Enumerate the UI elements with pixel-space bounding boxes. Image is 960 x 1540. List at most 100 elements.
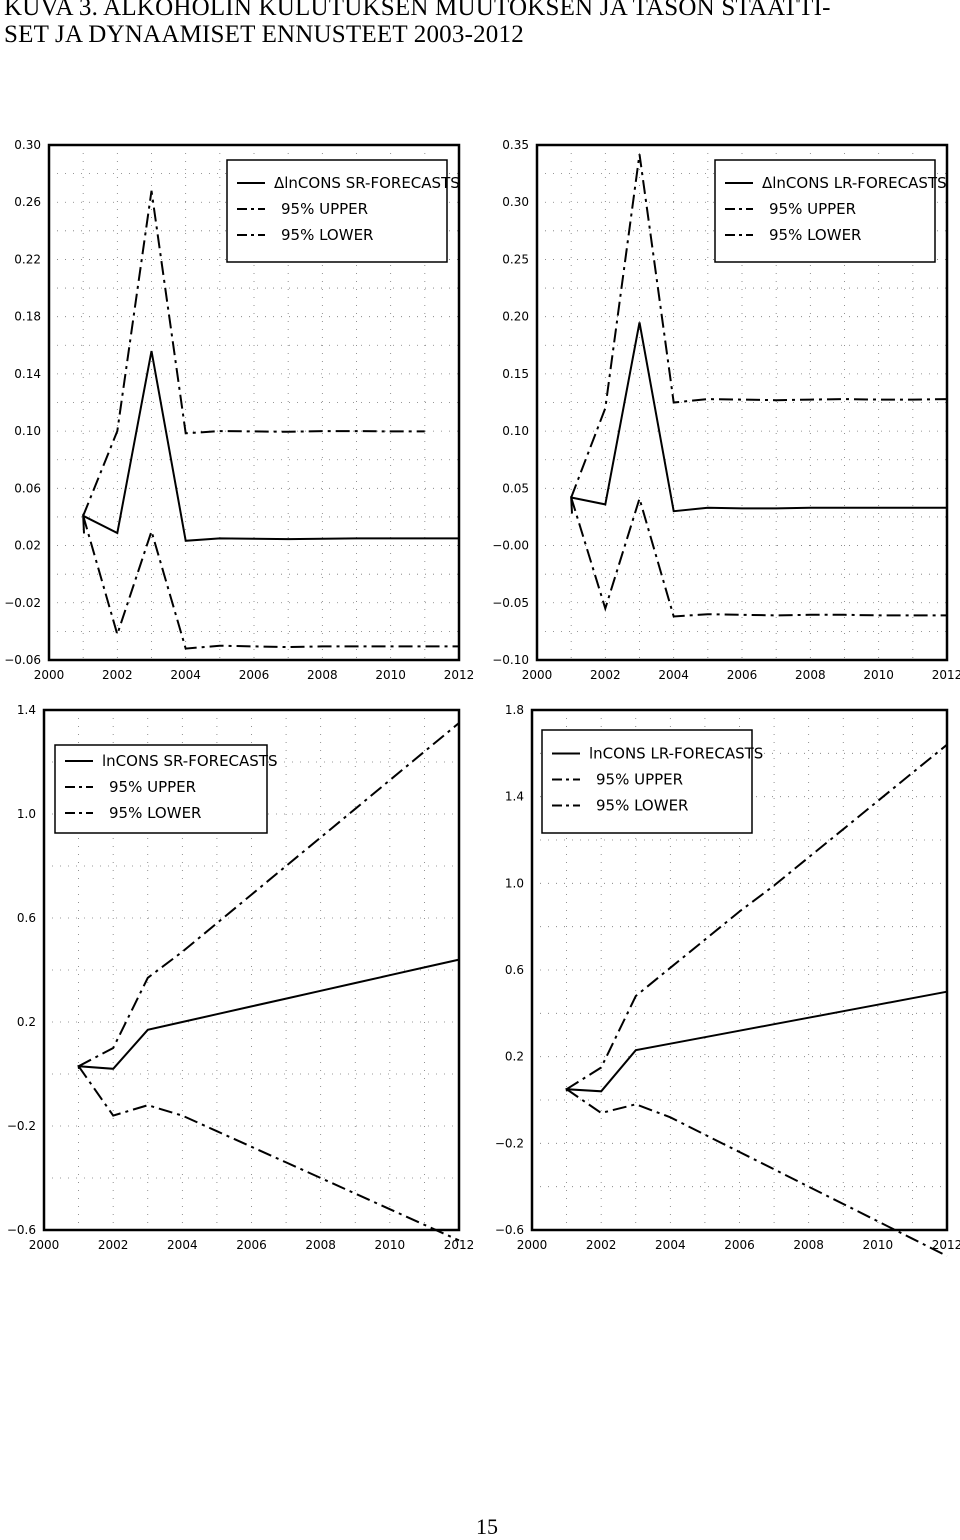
series-line-forecast: [82, 350, 459, 542]
plot-frame: [42, 708, 461, 1232]
y-tick-label: 0.26: [14, 195, 41, 209]
plot-frame: [535, 143, 949, 662]
legend-label: 95% LOWER: [769, 226, 861, 244]
y-tick-label: 0.10: [14, 424, 41, 438]
x-tick-label: 2012: [932, 668, 960, 682]
x-tick-label: 2004: [658, 668, 689, 682]
series-line-forecast: [565, 990, 948, 1093]
legend-label: 95% LOWER: [596, 797, 688, 815]
y-tick-label: 0.06: [14, 481, 41, 495]
x-tick-label: 2004: [655, 1238, 686, 1252]
legend-box: [226, 159, 448, 263]
legend-label: lnCONS SR-FORECASTS: [102, 752, 278, 770]
y-tick-label: 0.22: [14, 252, 41, 266]
plot-frame: [530, 708, 949, 1232]
plot-frame: [47, 143, 461, 662]
x-tick-label: 2000: [34, 668, 65, 682]
legend-box: [714, 159, 936, 263]
y-tick-label: 0.2: [17, 1015, 36, 1029]
chart-delta-lr-forecasts: 0.35 0.30 0.25 0.20 0.15 0.10 0.05 −0.00 −0.05 −0…: [492, 138, 960, 682]
series-line-lower: [82, 515, 459, 650]
legend-label: ΔlnCONS LR-FORECASTS: [762, 174, 947, 192]
legend-box: [541, 729, 753, 834]
x-tick-label: 2010: [375, 1238, 406, 1252]
y-tick-label: −0.2: [7, 1119, 36, 1133]
series-line-upper: [78, 722, 460, 1068]
x-tick-label: 2000: [29, 1238, 60, 1252]
x-tick-label: 2008: [795, 668, 826, 682]
y-tick-label: −0.00: [492, 539, 529, 553]
y-tick-label: −0.6: [495, 1223, 524, 1237]
series-line-upper: [82, 190, 425, 517]
y-tick-label: 0.30: [502, 195, 529, 209]
x-tick-label: 2006: [236, 1238, 267, 1252]
x-tick-label: 2004: [170, 668, 201, 682]
series-line-lower: [77, 1065, 460, 1242]
y-tick-label: 0.30: [14, 138, 41, 152]
series-line-lower: [566, 1088, 948, 1257]
y-tick-label: 0.05: [502, 481, 529, 495]
x-tick-label: 2012: [932, 1238, 960, 1252]
legend-label: 95% UPPER: [281, 200, 368, 218]
x-tick-label: 2010: [863, 668, 894, 682]
y-tick-label: 0.6: [505, 963, 524, 977]
y-tick-label: −0.6: [7, 1223, 36, 1237]
y-tick-label: 0.18: [14, 310, 41, 324]
x-tick-label: 2012: [444, 1238, 475, 1252]
y-tick-label: 0.20: [502, 310, 529, 324]
series-line-lower: [570, 495, 947, 618]
y-tick-label: 0.6: [17, 911, 36, 925]
y-tick-label: 0.15: [502, 367, 529, 381]
x-tick-label: 2002: [590, 668, 621, 682]
page-title-line-1: KUVA 3. ALKOHOLIN KULUTUKSEN MUUTOKSEN J…: [4, 0, 831, 21]
y-tick-label: −0.10: [492, 653, 529, 667]
legend-label: ΔlnCONS SR-FORECASTS: [274, 174, 460, 192]
x-tick-label: 2006: [724, 1238, 755, 1252]
series-line-forecast: [570, 322, 947, 514]
x-tick-label: 2006: [239, 668, 270, 682]
series-line-upper: [566, 743, 948, 1091]
page-number: 15: [476, 1514, 498, 1539]
legend-label: 95% UPPER: [596, 771, 683, 789]
legend-label: lnCONS LR-FORECASTS: [589, 745, 763, 763]
page-title: KUVA 3. ALKOHOLIN KULUTUKSEN MUUTOKSEN J…: [4, 0, 831, 48]
y-tick-label: 0.10: [502, 424, 529, 438]
x-tick-label: 2006: [727, 668, 758, 682]
x-tick-label: 2010: [863, 1238, 894, 1252]
x-tick-label: 2008: [305, 1238, 336, 1252]
x-tick-label: 2000: [522, 668, 553, 682]
x-tick-label: 2002: [586, 1238, 617, 1252]
y-tick-label: 0.25: [502, 252, 529, 266]
y-tick-label: 0.2: [505, 1050, 524, 1064]
legend-label: 95% UPPER: [109, 778, 196, 796]
y-tick-label: 0.02: [14, 539, 41, 553]
series-line-forecast: [77, 958, 460, 1070]
x-tick-label: 2004: [167, 1238, 198, 1252]
y-tick-label: 1.4: [17, 703, 36, 717]
legend-label: 95% UPPER: [769, 200, 856, 218]
y-tick-label: 1.8: [505, 703, 524, 717]
y-tick-label: −0.06: [4, 653, 41, 667]
x-tick-label: 2008: [307, 668, 338, 682]
y-tick-label: −0.02: [4, 596, 41, 610]
y-tick-label: 0.35: [502, 138, 529, 152]
y-tick-label: −0.2: [495, 1136, 524, 1150]
y-tick-label: 1.4: [505, 790, 524, 804]
x-tick-label: 2012: [444, 668, 475, 682]
x-tick-label: 2008: [793, 1238, 824, 1252]
y-tick-label: 0.14: [14, 367, 41, 381]
legend-label: 95% LOWER: [281, 226, 373, 244]
y-tick-label: 1.0: [505, 876, 524, 890]
series-line-upper: [570, 154, 948, 498]
x-tick-label: 2010: [375, 668, 406, 682]
y-tick-label: 1.0: [17, 807, 36, 821]
legend-box: [54, 744, 268, 834]
y-tick-label: −0.05: [492, 596, 529, 610]
legend-label: 95% LOWER: [109, 804, 201, 822]
page-title-line-2: SET JA DYNAAMISET ENNUSTEET 2003-2012: [4, 21, 524, 48]
chart-delta-sr-forecasts: 0.30 0.26 0.22 0.18 0.14 0.10 0.06 0.02 −0.02 −0.…: [4, 138, 475, 682]
x-tick-label: 2000: [517, 1238, 548, 1252]
x-tick-label: 2002: [98, 1238, 129, 1252]
